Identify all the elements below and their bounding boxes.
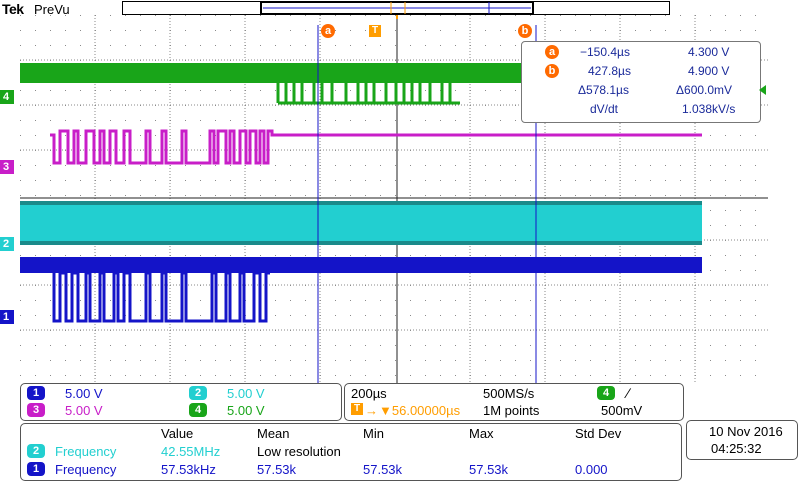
time-display: 04:25:32	[711, 441, 762, 456]
ch2-tag[interactable]: 2	[0, 237, 14, 251]
ch2-scale-value[interactable]: 5.00 V	[227, 386, 265, 401]
meas-row-mean: 57.53k	[257, 462, 297, 477]
ch4-tag[interactable]: 4	[0, 90, 14, 104]
meas-row-ch-badge[interactable]: 1	[27, 462, 45, 476]
readout-b-volt: 4.900 V	[688, 64, 730, 78]
trigger-offset-icon: T	[351, 403, 363, 415]
readout-a-volt: 4.300 V	[688, 45, 730, 59]
meas-row-ch-badge[interactable]: 2	[27, 444, 45, 458]
ch4-scale-badge[interactable]: 4	[189, 403, 207, 417]
ch1-tag[interactable]: 1	[0, 310, 14, 324]
readout-b-badge: b	[545, 64, 559, 78]
trigger-marker[interactable]: T	[369, 25, 381, 37]
trigger-slope-icon: ∕	[627, 385, 630, 401]
meas-header-max: Max	[469, 426, 494, 441]
ch3-scale-value[interactable]: 5.00 V	[65, 403, 103, 418]
ch1-scale-badge[interactable]: 1	[27, 386, 45, 400]
cursor-readout: a −150.4µs 4.300 V b 427.8µs 4.900 V Δ57…	[521, 41, 761, 123]
measurements-panel: Value Mean Min Max Std Dev 2 Frequency 4…	[20, 423, 682, 481]
acquisition-mode: PreVu	[34, 2, 70, 17]
meas-row-name[interactable]: Frequency	[55, 462, 117, 477]
ch3-tag[interactable]: 3	[0, 160, 14, 174]
readout-dvdt-label: dV/dt	[590, 102, 619, 116]
date-display: 10 Nov 2016	[709, 424, 783, 439]
timescale-value[interactable]: 200µs	[351, 386, 387, 401]
readout-delta-volt: Δ600.0mV	[676, 83, 733, 97]
meas-row-mean: Low resolution	[257, 444, 341, 459]
meas-row-value: 42.55MHz	[161, 444, 221, 459]
readout-a-badge: a	[545, 45, 559, 59]
readout-a-time: −150.4µs	[580, 45, 630, 59]
ch3-waveform	[50, 129, 702, 165]
trigger-level[interactable]: 500mV	[601, 403, 643, 418]
cursor-b-marker[interactable]: b	[518, 24, 532, 38]
timebase-panel[interactable]: 200µs 500MS/s 4 ∕ T → ▼56.00000µs 1M poi…	[344, 383, 684, 421]
meas-row-name[interactable]: Frequency	[55, 444, 117, 459]
datetime-panel: 10 Nov 2016 04:25:32	[686, 420, 798, 460]
ch3-scale-badge[interactable]: 3	[27, 403, 45, 417]
readout-dvdt-value: 1.038kV/s	[682, 102, 736, 116]
meas-row-value: 57.53kHz	[161, 462, 216, 477]
sample-rate: 500MS/s	[483, 386, 535, 401]
meas-header-min: Min	[363, 426, 384, 441]
ch4-reference-arrow-icon	[759, 85, 766, 95]
ch1-scale-value[interactable]: 5.00 V	[65, 386, 103, 401]
record-view-graphic	[260, 2, 534, 14]
ch1-waveform	[20, 257, 702, 323]
cursor-a-marker[interactable]: a	[321, 24, 335, 38]
readout-b-time: 427.8µs	[588, 64, 631, 78]
channel-scale-panel: 1 5.00 V 2 5.00 V 3 5.00 V 4 5.00 V	[20, 383, 342, 421]
ch2-scale-badge[interactable]: 2	[189, 386, 207, 400]
readout-delta-time: Δ578.1µs	[578, 83, 629, 97]
meas-header-value: Value	[161, 426, 194, 441]
trigger-source-badge[interactable]: 4	[597, 386, 615, 400]
meas-header-stddev: Std Dev	[575, 426, 622, 441]
meas-header-mean: Mean	[257, 426, 290, 441]
ch4-scale-value[interactable]: 5.00 V	[227, 403, 265, 418]
trigger-arrow-icon: →	[365, 403, 378, 418]
trigger-position[interactable]: ▼56.00000µs	[379, 403, 461, 418]
meas-row-min: 57.53k	[363, 462, 403, 477]
meas-row-stddev: 0.000	[575, 462, 608, 477]
record-length: 1M points	[483, 403, 540, 418]
ch2-waveform	[20, 201, 702, 245]
record-view-bar[interactable]	[122, 1, 670, 15]
meas-row-max: 57.53k	[469, 462, 509, 477]
brand-logo: Tek	[2, 1, 24, 17]
